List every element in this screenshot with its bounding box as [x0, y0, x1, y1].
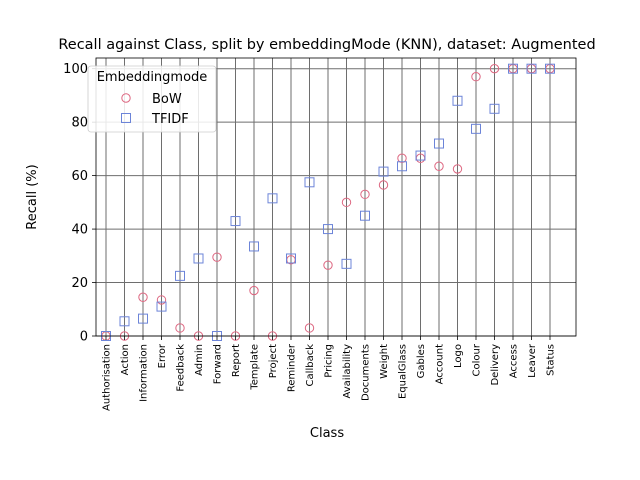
- x-tick-label: Template: [250, 344, 261, 391]
- x-tick-label: Project: [268, 344, 279, 378]
- legend-tfidf-label: TFIDF: [151, 112, 189, 127]
- data-point-tfidf: [434, 138, 444, 149]
- legend: Embeddingmode BoW TFIDF: [87, 65, 217, 133]
- data-point-tfidf: [341, 258, 352, 269]
- data-point-tfidf: [119, 316, 130, 327]
- x-tick-label: Forward: [213, 344, 224, 384]
- x-tick-label: Feedback: [176, 344, 187, 392]
- y-tick-label: 100: [63, 62, 88, 77]
- y-tick-label: 0: [80, 330, 88, 345]
- legend-tfidf-marker: [121, 113, 131, 123]
- data-point-bow: [397, 153, 407, 163]
- x-tick-label: Access: [509, 344, 520, 378]
- plot-frame: [95, 57, 577, 337]
- data-point-tfidf: [508, 63, 518, 74]
- data-point-bow: [156, 295, 167, 305]
- data-point-tfidf: [230, 216, 241, 227]
- chart-title: Recall against Class, split by embedding…: [58, 37, 595, 53]
- data-point-bow: [175, 323, 185, 333]
- x-tick-label: Pricing: [324, 344, 335, 378]
- data-point-tfidf: [286, 253, 296, 264]
- x-tick-label: Status: [546, 344, 557, 376]
- data-point-tfidf: [471, 123, 481, 134]
- x-tick-label: Authorisation: [102, 344, 113, 411]
- y-tick-label: 20: [71, 276, 88, 291]
- x-tick-label: Delivery: [490, 344, 501, 386]
- data-point-tfidf: [249, 241, 259, 252]
- x-tick-label: Report: [231, 344, 242, 377]
- data-point-bow: [138, 292, 148, 302]
- x-tick-label: Callback: [305, 344, 316, 387]
- data-point-bow: [378, 180, 389, 190]
- legend-bow-marker: [121, 93, 131, 103]
- x-tick-label: Leaver: [527, 343, 538, 378]
- data-point-bow: [360, 189, 370, 200]
- data-point-tfidf: [323, 224, 333, 235]
- x-tick-label: Logo: [453, 344, 464, 368]
- data-point-tfidf: [526, 63, 537, 74]
- x-tick-label: Admin: [194, 344, 205, 376]
- data-point-bow: [341, 197, 352, 208]
- data-point-bow: [212, 252, 222, 262]
- data-point-tfidf: [545, 63, 555, 74]
- data-point-bow: [323, 260, 333, 270]
- data-point-tfidf: [489, 103, 500, 114]
- x-tick-label: Reminder: [287, 343, 298, 392]
- legend-title: Embeddingmode: [97, 70, 208, 85]
- x-tick-label: Colour: [472, 343, 483, 376]
- data-point-tfidf: [175, 270, 185, 281]
- x-tick-label: Weight: [379, 344, 390, 379]
- legend-box: [87, 65, 217, 133]
- x-tick-label: Account: [435, 344, 446, 384]
- data-point-tfidf: [397, 161, 407, 172]
- data-point-bow: [489, 63, 500, 74]
- x-axis-label: Class: [310, 426, 344, 441]
- x-tick-label: Documents: [361, 344, 372, 401]
- data-point-tfidf: [360, 210, 370, 221]
- y-tick-label: 40: [71, 223, 88, 238]
- data-point-tfidf: [378, 166, 389, 177]
- data-point-tfidf: [452, 95, 463, 106]
- data-point-bow: [434, 161, 444, 171]
- data-point-bow: [304, 323, 315, 333]
- x-tick-label: Gables: [416, 344, 427, 378]
- data-point-tfidf: [193, 253, 204, 264]
- x-tick-label: Availability: [342, 344, 353, 399]
- legend-bow-label: BoW: [152, 92, 182, 107]
- data-point-bow: [249, 285, 259, 296]
- data-point-tfidf: [304, 177, 315, 188]
- data-point-tfidf: [138, 313, 148, 324]
- data-point-tfidf: [415, 150, 426, 161]
- data-point-bow: [452, 164, 463, 174]
- x-tick-label: Error: [157, 343, 168, 368]
- x-tick-label: Information: [139, 344, 150, 402]
- data-point-tfidf: [156, 301, 167, 312]
- y-tick-label: 60: [71, 169, 88, 184]
- y-axis-label: Recall (%): [25, 164, 40, 229]
- x-tick-label: Action: [120, 344, 131, 375]
- axis-ticks: Authorisation Action Information Error Feedb…: [63, 62, 556, 411]
- series-tfidf: [101, 63, 555, 341]
- x-tick-label: EqualGlass: [398, 344, 409, 399]
- data-point-bow: [471, 72, 481, 82]
- data-point-tfidf: [267, 193, 278, 204]
- y-tick-label: 80: [71, 116, 88, 131]
